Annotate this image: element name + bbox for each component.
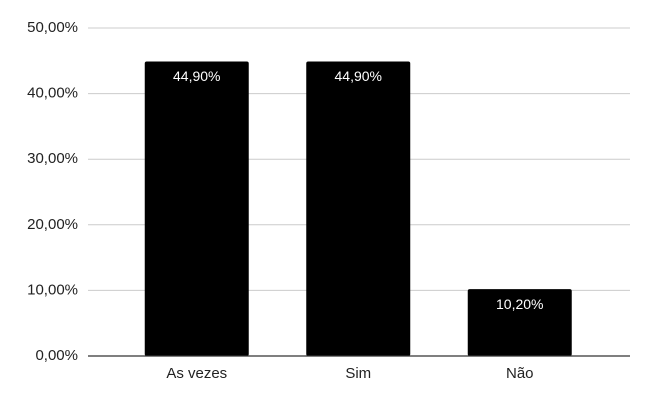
- x-tick-label: As vezes: [166, 365, 227, 382]
- x-tick-label: Sim: [345, 365, 371, 382]
- y-tick-label: 10,00%: [27, 281, 78, 298]
- y-tick-label: 40,00%: [27, 85, 78, 102]
- y-tick-label: 0,00%: [35, 347, 78, 364]
- bar: [306, 61, 411, 357]
- value-label: 10,20%: [496, 296, 543, 312]
- value-label: 44,90%: [173, 68, 220, 84]
- bar: [144, 61, 249, 357]
- x-tick-label: Não: [506, 365, 534, 382]
- bar: [467, 289, 572, 356]
- y-tick-label: 20,00%: [27, 216, 78, 233]
- value-label: 44,90%: [335, 68, 382, 84]
- y-tick-label: 50,00%: [27, 19, 78, 36]
- y-tick-label: 30,00%: [27, 150, 78, 167]
